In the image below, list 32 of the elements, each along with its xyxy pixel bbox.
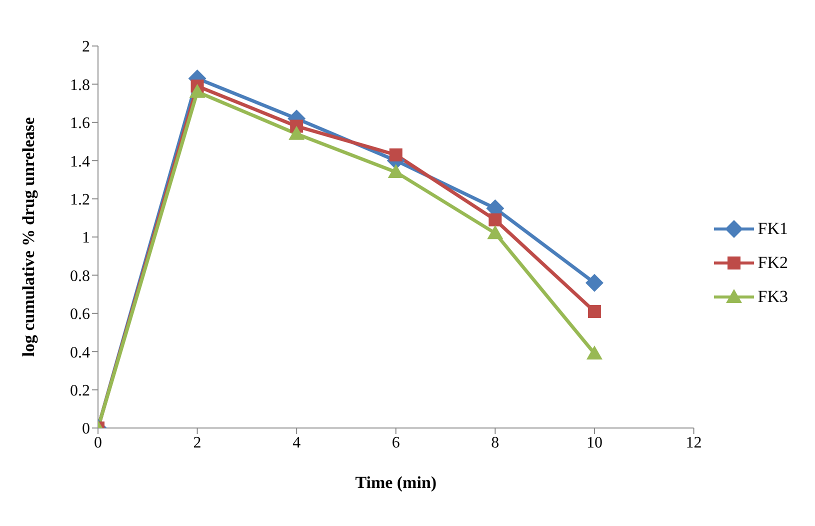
- point: [288, 126, 305, 140]
- point: [189, 84, 206, 98]
- y-tick-label: 1.8: [70, 76, 90, 94]
- x-tick-label: 12: [686, 434, 702, 452]
- y-tick-label: 0.6: [70, 306, 90, 324]
- point: [588, 304, 601, 318]
- legend-label: FK3: [758, 287, 788, 307]
- y-tick-label: 1: [82, 230, 90, 247]
- y-tick-label: 0: [82, 420, 90, 438]
- y-tick-label: 0.4: [70, 344, 90, 362]
- point: [388, 164, 404, 178]
- point: [585, 274, 604, 292]
- y-tick-label: 2: [82, 38, 90, 56]
- legend-label: FK1: [758, 219, 788, 239]
- x-tick-label: 0: [94, 434, 102, 452]
- y-axis-title: log cumulative % drug unrelease: [19, 116, 38, 357]
- x-tick-label: 10: [586, 434, 602, 452]
- y-tick-label: 1.4: [70, 153, 90, 170]
- y-tick-label: 1.6: [70, 115, 90, 132]
- y-tick-label: 1.2: [70, 191, 90, 208]
- legend-label: FK2: [758, 253, 788, 273]
- x-tick-label: 4: [292, 434, 301, 452]
- y-tick-label: 0.8: [70, 268, 90, 285]
- x-tick-label: 2: [193, 434, 202, 452]
- x-tick-label: 8: [491, 434, 500, 452]
- y-tick-label: 0.2: [70, 382, 90, 400]
- point: [487, 225, 504, 240]
- x-axis-title: Time (min): [355, 473, 437, 492]
- point: [389, 148, 402, 162]
- point: [586, 346, 602, 360]
- x-tick-label: 6: [392, 434, 400, 452]
- point: [488, 213, 502, 226]
